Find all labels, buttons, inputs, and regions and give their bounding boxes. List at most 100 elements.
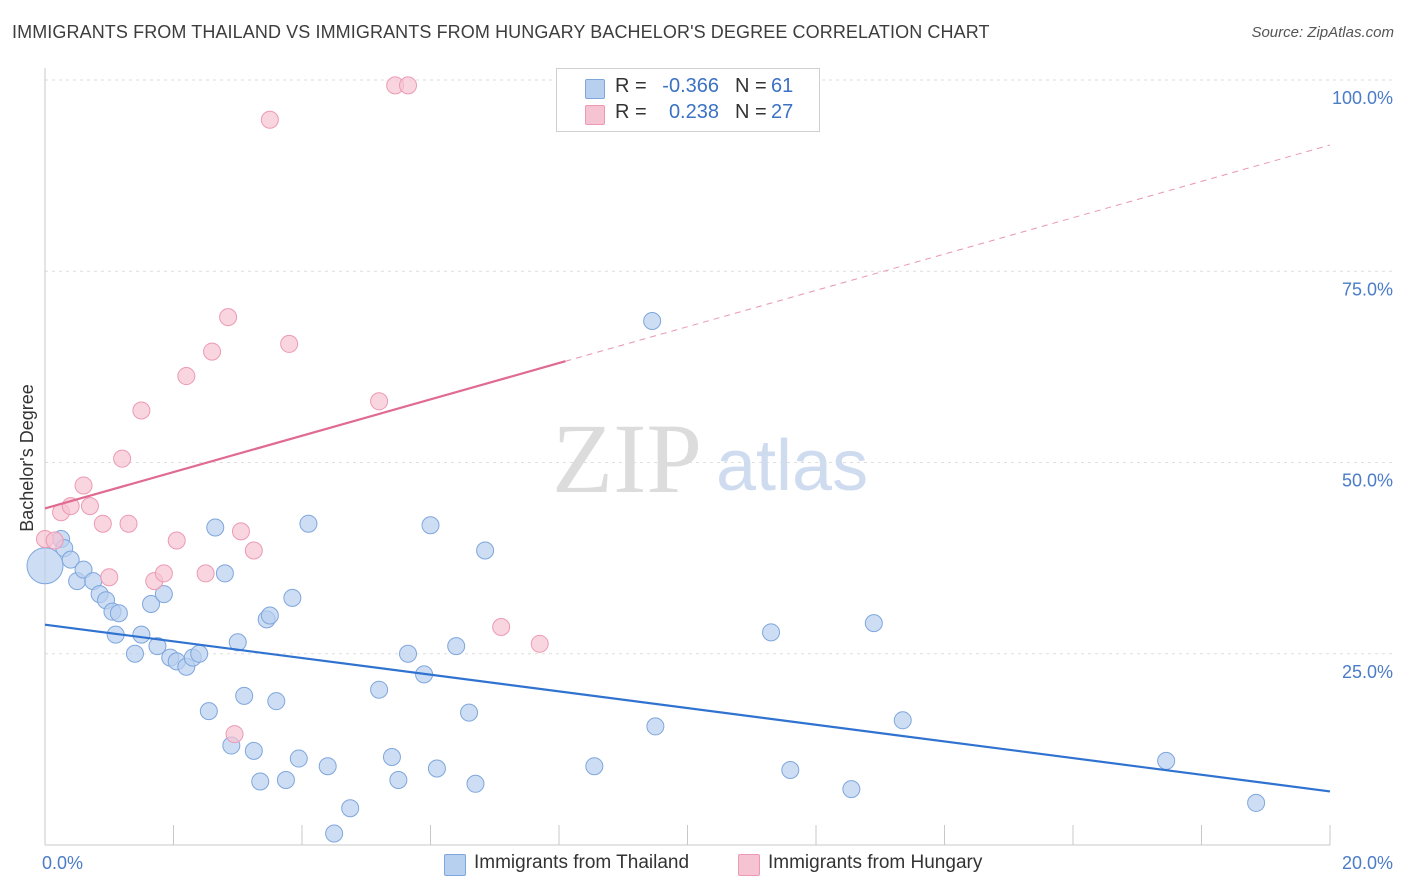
legend-r-value: 0.238 [668, 101, 719, 123]
data-point-thailand [1247, 793, 1266, 812]
data-point-thailand [199, 702, 218, 721]
data-point-thailand [893, 711, 912, 730]
trend-lines [44, 144, 1331, 793]
data-point-thailand [267, 692, 286, 711]
data-point-hungary [260, 110, 279, 129]
data-point-thailand [370, 680, 389, 699]
data-point-hungary [244, 541, 263, 560]
y-tick-label: 75.0% [1342, 279, 1393, 299]
y-tick-label: 25.0% [1342, 662, 1393, 682]
data-point-thailand [460, 703, 479, 722]
axes [44, 68, 1331, 846]
trend-line-hungary-extrapolated [565, 144, 1331, 362]
data-point-thailand [260, 606, 279, 625]
legend-r-label: R = [615, 75, 647, 97]
data-point-thailand [389, 770, 408, 789]
data-point-thailand [382, 748, 401, 767]
y-tick-label: 100.0% [1332, 88, 1393, 108]
data-point-hungary [219, 308, 238, 327]
bottom-legend-swatch-thailand [444, 854, 466, 876]
data-point-thailand [585, 757, 604, 776]
trend-line-hungary [44, 360, 566, 510]
trend-line-thailand [44, 623, 1331, 793]
data-point-thailand [190, 644, 209, 663]
data-point-hungary [530, 634, 549, 653]
data-point-hungary [492, 617, 511, 636]
data-point-thailand [154, 585, 173, 604]
data-point-hungary [196, 564, 215, 583]
legend-n-label: N = [735, 101, 767, 123]
data-point-hungary [45, 531, 64, 550]
data-point-thailand [646, 717, 665, 736]
data-point-hungary [113, 449, 132, 468]
data-point-hungary [80, 497, 99, 516]
data-point-thailand [762, 623, 781, 642]
data-point-thailand [276, 770, 295, 789]
data-point-thailand [466, 774, 485, 793]
data-point-thailand [132, 625, 151, 644]
data-point-thailand [283, 588, 302, 607]
data-point-thailand [842, 780, 861, 799]
legend-r-label: R = [615, 101, 647, 123]
data-point-hungary [132, 401, 151, 420]
legend-row-hungary: R = 0.238 N = 27 [557, 101, 819, 127]
x-tick-label: 0.0% [42, 853, 83, 873]
data-point-hungary [225, 725, 244, 744]
data-point-hungary [370, 392, 389, 411]
data-point-thailand [476, 541, 495, 560]
data-point-hungary [74, 476, 93, 495]
data-point-thailand [299, 514, 318, 533]
data-point-thailand [643, 311, 662, 330]
data-point-thailand [125, 644, 144, 663]
data-point-hungary [399, 76, 418, 95]
stats-legend: R = -0.366 N = 61 R = 0.238 N = 27 [556, 68, 820, 132]
y-axis-title: Bachelor's Degree [17, 384, 37, 532]
bottom-legend-swatch-hungary [738, 854, 760, 876]
tick-labels: 25.0% 50.0% 75.0% 100.0% 0.0% 20.0% [42, 88, 1393, 873]
bottom-legend-label-hungary: Immigrants from Hungary [768, 852, 983, 873]
watermark: ZIP atlas [552, 403, 868, 514]
data-point-thailand [1157, 751, 1176, 770]
data-point-thailand [864, 614, 883, 633]
data-point-hungary [100, 568, 119, 587]
data-point-thailand [74, 560, 93, 579]
watermark-zip: ZIP [552, 403, 702, 514]
data-point-hungary [93, 514, 112, 533]
data-point-thailand [206, 518, 225, 537]
data-point-thailand [235, 686, 254, 705]
data-point-hungary [231, 522, 250, 541]
series-thailand [26, 311, 1266, 843]
data-point-thailand [215, 564, 234, 583]
legend-swatch-hungary [585, 105, 605, 125]
data-point-thailand [142, 595, 161, 614]
bottom-legend-label-thailand: Immigrants from Thailand [474, 852, 690, 873]
gridlines [45, 79, 1392, 655]
data-point-thailand [399, 644, 418, 663]
data-point-thailand [61, 550, 80, 569]
data-point-hungary [177, 367, 196, 386]
data-point-hungary [280, 334, 299, 353]
data-point-thailand [148, 637, 167, 656]
data-point-thailand [421, 516, 440, 535]
legend-n-label: N = [735, 75, 767, 97]
legend-r-value: -0.366 [662, 75, 719, 97]
data-point-hungary [154, 564, 173, 583]
legend-n-value: 61 [771, 75, 794, 97]
x-tick-label: 20.0% [1342, 853, 1393, 873]
data-point-thailand [447, 637, 466, 656]
chart-title: IMMIGRANTS FROM THAILAND VS IMMIGRANTS F… [12, 22, 990, 42]
data-point-thailand [318, 757, 337, 776]
y-tick-label: 50.0% [1342, 471, 1393, 491]
data-point-thailand [325, 824, 344, 843]
data-point-thailand [341, 799, 360, 818]
legend-row-thailand: R = -0.366 N = 61 [557, 75, 819, 101]
data-point-hungary [203, 342, 222, 361]
series-hungary [36, 76, 549, 744]
data-point-hungary [119, 514, 138, 533]
source-label: Source: ZipAtlas.com [1251, 24, 1394, 41]
data-point-thailand [427, 759, 446, 778]
data-point-thailand [244, 741, 263, 760]
legend-swatch-thailand [585, 79, 605, 99]
data-point-thailand [251, 772, 270, 791]
